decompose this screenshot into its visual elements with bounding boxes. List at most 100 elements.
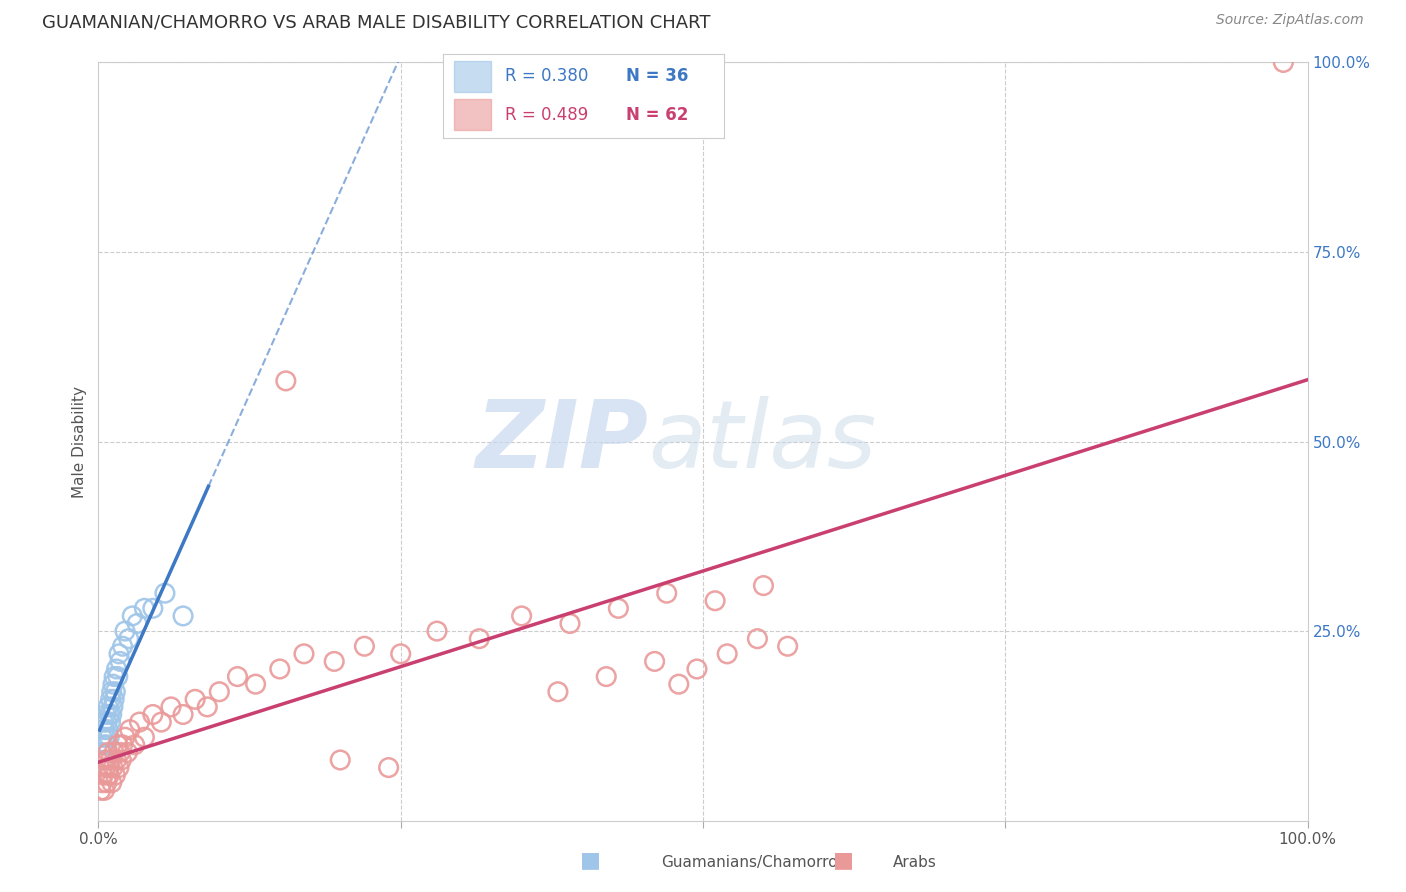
Point <box>110 753 132 767</box>
Bar <box>454 62 491 92</box>
Text: R = 0.380: R = 0.380 <box>505 68 588 86</box>
Point <box>134 730 156 744</box>
Point <box>117 746 139 760</box>
Point <box>100 692 122 706</box>
Point <box>101 699 124 714</box>
Text: N = 36: N = 36 <box>626 68 688 86</box>
Point <box>245 677 267 691</box>
Point <box>105 662 128 676</box>
Point <box>97 699 120 714</box>
Point <box>101 677 124 691</box>
Point <box>558 616 581 631</box>
Point <box>377 760 399 774</box>
Point <box>668 677 690 691</box>
Point <box>644 655 666 669</box>
Point <box>103 692 125 706</box>
Point <box>426 624 449 639</box>
Point <box>94 760 117 774</box>
Point <box>100 776 122 790</box>
Text: Guamanians/Chamorros: Guamanians/Chamorros <box>661 855 845 870</box>
Point <box>121 608 143 623</box>
Point <box>226 669 249 683</box>
Text: Arabs: Arabs <box>893 855 936 870</box>
Point <box>704 594 727 608</box>
Point <box>142 707 165 722</box>
Point <box>91 776 114 790</box>
Point <box>96 753 118 767</box>
Text: ZIP: ZIP <box>475 395 648 488</box>
Point <box>101 760 124 774</box>
Point <box>98 730 121 744</box>
Point <box>547 685 569 699</box>
Point <box>103 746 125 760</box>
Point <box>150 715 173 730</box>
Point <box>716 647 738 661</box>
Point <box>97 723 120 737</box>
Point <box>104 685 127 699</box>
Point <box>98 768 121 782</box>
Point <box>91 738 114 752</box>
Point <box>595 669 617 683</box>
Point <box>142 601 165 615</box>
Point <box>124 738 146 752</box>
Point <box>97 768 120 782</box>
Point <box>108 647 131 661</box>
Point <box>98 707 121 722</box>
Point <box>329 753 352 767</box>
Point <box>195 699 218 714</box>
Point <box>172 608 194 623</box>
Point <box>323 655 346 669</box>
Point <box>776 639 799 653</box>
Point <box>90 783 112 797</box>
Point <box>172 707 194 722</box>
Point <box>100 753 122 767</box>
Point <box>100 685 122 699</box>
Point <box>292 647 315 661</box>
Point <box>105 753 128 767</box>
Point <box>107 669 129 683</box>
Point <box>752 579 775 593</box>
Point <box>93 723 115 737</box>
Bar <box>454 99 491 130</box>
Point <box>91 730 114 744</box>
Point <box>655 586 678 600</box>
Point <box>100 707 122 722</box>
Point <box>91 715 114 730</box>
Point <box>103 669 125 683</box>
Point <box>747 632 769 646</box>
Point <box>96 715 118 730</box>
Point <box>184 692 207 706</box>
Text: ■: ■ <box>834 850 853 870</box>
Text: N = 62: N = 62 <box>626 105 688 123</box>
Point <box>118 632 141 646</box>
Point <box>111 639 134 653</box>
Point <box>128 715 150 730</box>
Point <box>96 776 118 790</box>
Point <box>93 783 115 797</box>
Point <box>208 685 231 699</box>
Point <box>118 723 141 737</box>
Point <box>353 639 375 653</box>
Point <box>108 760 131 774</box>
Point <box>607 601 630 615</box>
Point <box>111 738 134 752</box>
Point <box>127 616 149 631</box>
Point <box>510 608 533 623</box>
Point <box>90 746 112 760</box>
Point <box>274 374 297 388</box>
Text: atlas: atlas <box>648 396 877 487</box>
Point <box>94 707 117 722</box>
Text: ■: ■ <box>581 850 600 870</box>
Point <box>108 655 131 669</box>
Point <box>153 586 176 600</box>
Point <box>104 768 127 782</box>
Text: Source: ZipAtlas.com: Source: ZipAtlas.com <box>1216 13 1364 28</box>
Point <box>93 753 115 767</box>
Point <box>269 662 291 676</box>
Point <box>160 699 183 714</box>
Point <box>94 730 117 744</box>
Point <box>134 601 156 615</box>
Point <box>389 647 412 661</box>
Point <box>100 715 122 730</box>
Point <box>108 746 131 760</box>
